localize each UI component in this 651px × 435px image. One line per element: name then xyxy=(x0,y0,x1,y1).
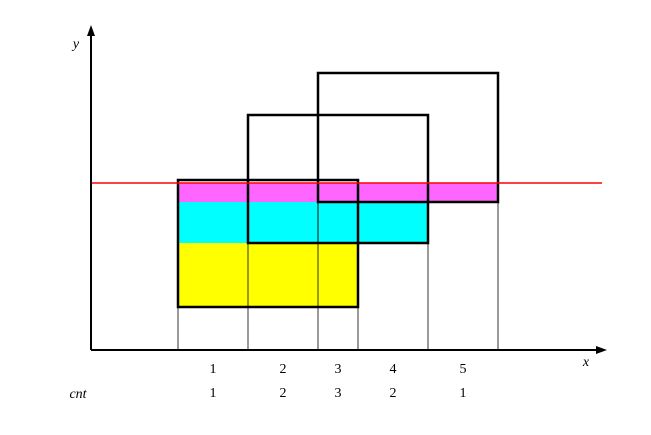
interval-index: 5 xyxy=(460,362,467,377)
interval-labels: 1 1 2 2 3 3 4 2 5 1 xyxy=(210,362,467,401)
cnt-label: cnt xyxy=(69,387,87,402)
y-arrow xyxy=(87,25,95,36)
interval-index: 3 xyxy=(335,362,342,377)
x-arrow xyxy=(596,346,607,354)
interval-count: 2 xyxy=(390,386,397,401)
interval-index: 4 xyxy=(390,362,397,377)
interval-index: 1 xyxy=(210,362,217,377)
magenta-band xyxy=(178,183,498,202)
interval-index: 2 xyxy=(280,362,287,377)
yellow-band xyxy=(178,243,358,307)
rectangle-b xyxy=(246,113,430,245)
rectangle-c xyxy=(316,71,500,204)
interval-count: 1 xyxy=(460,386,467,401)
interval-count: 1 xyxy=(210,386,217,401)
x-label: x xyxy=(582,355,590,370)
y-label: y xyxy=(71,37,80,52)
interval-count: 2 xyxy=(280,386,287,401)
cyan-band xyxy=(178,202,428,243)
interval-count: 3 xyxy=(335,386,342,401)
